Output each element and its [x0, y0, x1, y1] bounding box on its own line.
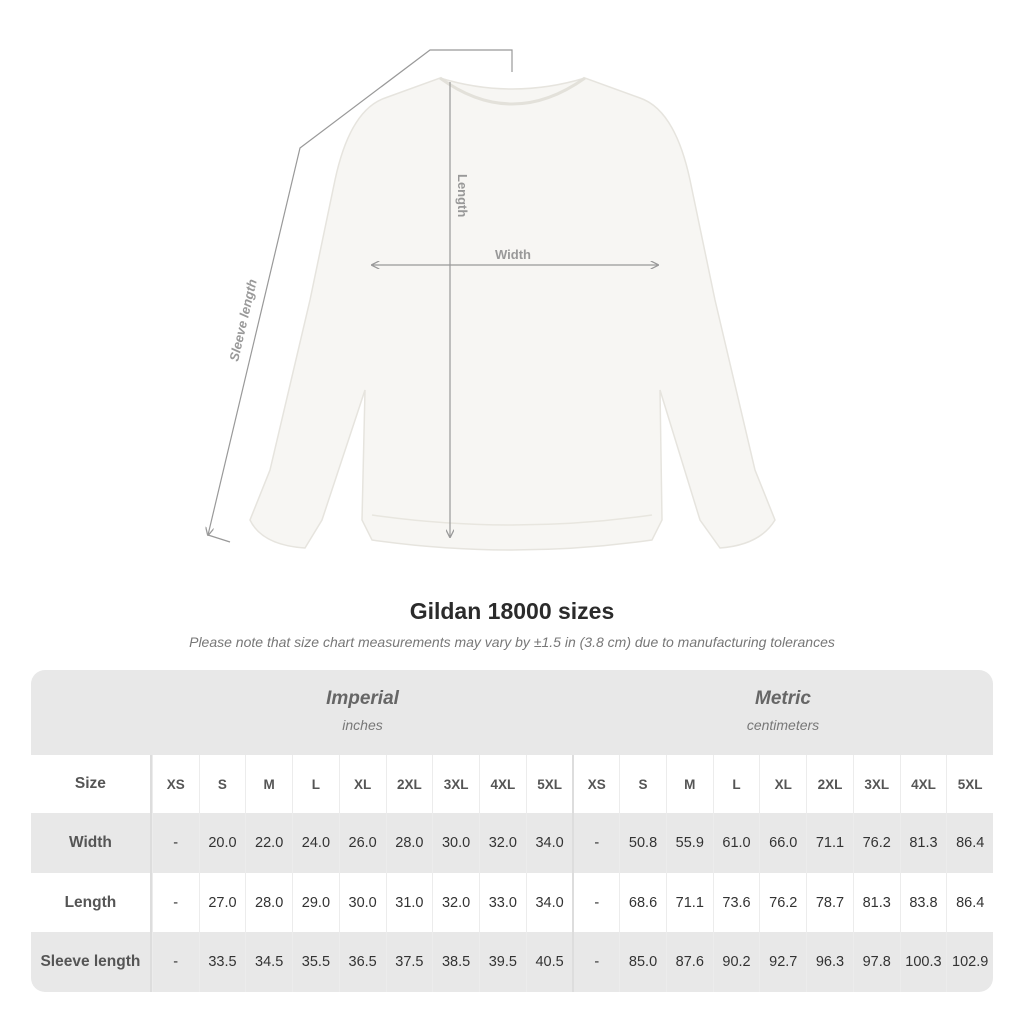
unit-header: Imperial inches Metric centimeters [31, 670, 993, 755]
row-label: Sleeve length [31, 932, 152, 992]
size-header-row: Size XS S M L XL 2XL 3XL 4XL 5XL XS S M L XL 2XL 3XL 4XL 5… [31, 755, 993, 813]
table-row: Width -20.0 22.0 24.0 26.0 28.0 30.0 32.0 34.0-5… [31, 813, 993, 873]
table-cell: 2XL [385, 755, 433, 813]
tolerance-note: Please note that size chart measurements… [189, 634, 835, 650]
table-cell: 28.0 [385, 813, 433, 873]
sleeve-label: Sleeve length [226, 278, 259, 363]
table-cell: - [572, 873, 619, 932]
table-cell: 90.2 [712, 932, 760, 992]
table-cell: 40.5 [525, 932, 573, 992]
table-cell: 71.1 [665, 873, 713, 932]
table-cell: 81.3 [852, 873, 900, 932]
row-label: Width [31, 813, 152, 873]
sleeve-arrow [208, 49, 513, 535]
table-cell: 38.5 [432, 932, 479, 992]
table-cell: 73.6 [712, 873, 760, 932]
table-cell: - [151, 932, 199, 992]
table-cell: 37.5 [385, 932, 433, 992]
table-cell: 76.2 [759, 873, 806, 932]
row-label: Length [31, 873, 152, 932]
table-cell: 66.0 [759, 813, 806, 873]
sweatshirt-diagram: Length Width Sleeve length [0, 49, 776, 551]
length-label: Length [455, 174, 470, 217]
table-cell: 32.0 [432, 873, 479, 932]
row-label: Size [31, 755, 152, 813]
table-cell: - [572, 813, 619, 873]
table-cell: 83.8 [899, 873, 947, 932]
table-cell: 34.0 [525, 813, 573, 873]
table-cell: 39.5 [478, 932, 526, 992]
table-row: Sleeve length -33.5 34.5 35.5 36.5 37.5 38.5 39… [31, 932, 993, 992]
table-cell: S [619, 755, 666, 813]
table-cell: 78.7 [806, 873, 853, 932]
table-cell: 61.0 [712, 813, 760, 873]
table-cell: 3XL [852, 755, 900, 813]
table-cell: 33.5 [198, 932, 246, 992]
table-cell: 102.9 [946, 932, 993, 992]
metric-group: Metric centimeters [573, 688, 993, 733]
table-cell: 76.2 [852, 813, 900, 873]
imperial-title: Imperial [326, 688, 399, 709]
table-cell: 34.0 [525, 873, 573, 932]
table-cell: - [151, 873, 199, 932]
table-cell: 96.3 [806, 932, 853, 992]
table-cell: 3XL [432, 755, 479, 813]
table-cell: - [572, 932, 619, 992]
table-cell: 34.5 [245, 932, 292, 992]
table-cell: 32.0 [478, 813, 526, 873]
page-title: Gildan 18000 sizes [409, 598, 615, 624]
metric-unit: centimeters [746, 717, 820, 733]
table-cell: - [151, 813, 199, 873]
table-cell: 30.0 [338, 873, 386, 932]
table-row: Length -27.0 28.0 29.0 30.0 31.0 32.0 33.0 34.0-… [31, 873, 993, 932]
table-cell: 2XL [806, 755, 853, 813]
table-cell: 68.6 [619, 873, 666, 932]
metric-title: Metric [755, 688, 811, 709]
table-cell: 85.0 [619, 932, 666, 992]
table-cell: 33.0 [478, 873, 526, 932]
table-cell: 4XL [899, 755, 947, 813]
table-cell: 87.6 [665, 932, 713, 992]
table-cell: 35.5 [292, 932, 339, 992]
table-cell: L [712, 755, 760, 813]
table-cell: 20.0 [198, 813, 246, 873]
table-cell: 71.1 [806, 813, 853, 873]
table-cell: XL [338, 755, 386, 813]
table-cell: 27.0 [198, 873, 246, 932]
table-cell: L [292, 755, 339, 813]
table-cell: 28.0 [245, 873, 292, 932]
table-cell: XS [572, 755, 619, 813]
table-cell: 5XL [946, 755, 993, 813]
table-cell: 4XL [478, 755, 526, 813]
table-cell: XS [151, 755, 199, 813]
table-cell: 26.0 [338, 813, 386, 873]
imperial-unit: inches [342, 717, 383, 733]
width-label: Width [495, 247, 531, 262]
table-cell: 36.5 [338, 932, 386, 992]
sweatshirt-body [249, 77, 776, 551]
table-cell: 55.9 [665, 813, 713, 873]
table-cell: 86.4 [946, 873, 993, 932]
table-cell: 24.0 [292, 813, 339, 873]
table-cell: XL [759, 755, 806, 813]
table-cell: 86.4 [946, 813, 993, 873]
table-cell: 81.3 [899, 813, 947, 873]
table-cell: M [245, 755, 292, 813]
table-cell: 31.0 [385, 873, 433, 932]
table-cell: 92.7 [759, 932, 806, 992]
table-cell: M [665, 755, 713, 813]
table-cell: 29.0 [292, 873, 339, 932]
table-cell: 100.3 [899, 932, 947, 992]
table-cell: 97.8 [852, 932, 900, 992]
imperial-group: Imperial inches [152, 688, 573, 733]
table-cell: 30.0 [432, 813, 479, 873]
table-cell: 22.0 [245, 813, 292, 873]
table-cell: S [198, 755, 246, 813]
table-cell: 5XL [525, 755, 573, 813]
table-cell: 50.8 [619, 813, 666, 873]
size-table: Imperial inches Metric centimeters Size X… [31, 670, 993, 992]
